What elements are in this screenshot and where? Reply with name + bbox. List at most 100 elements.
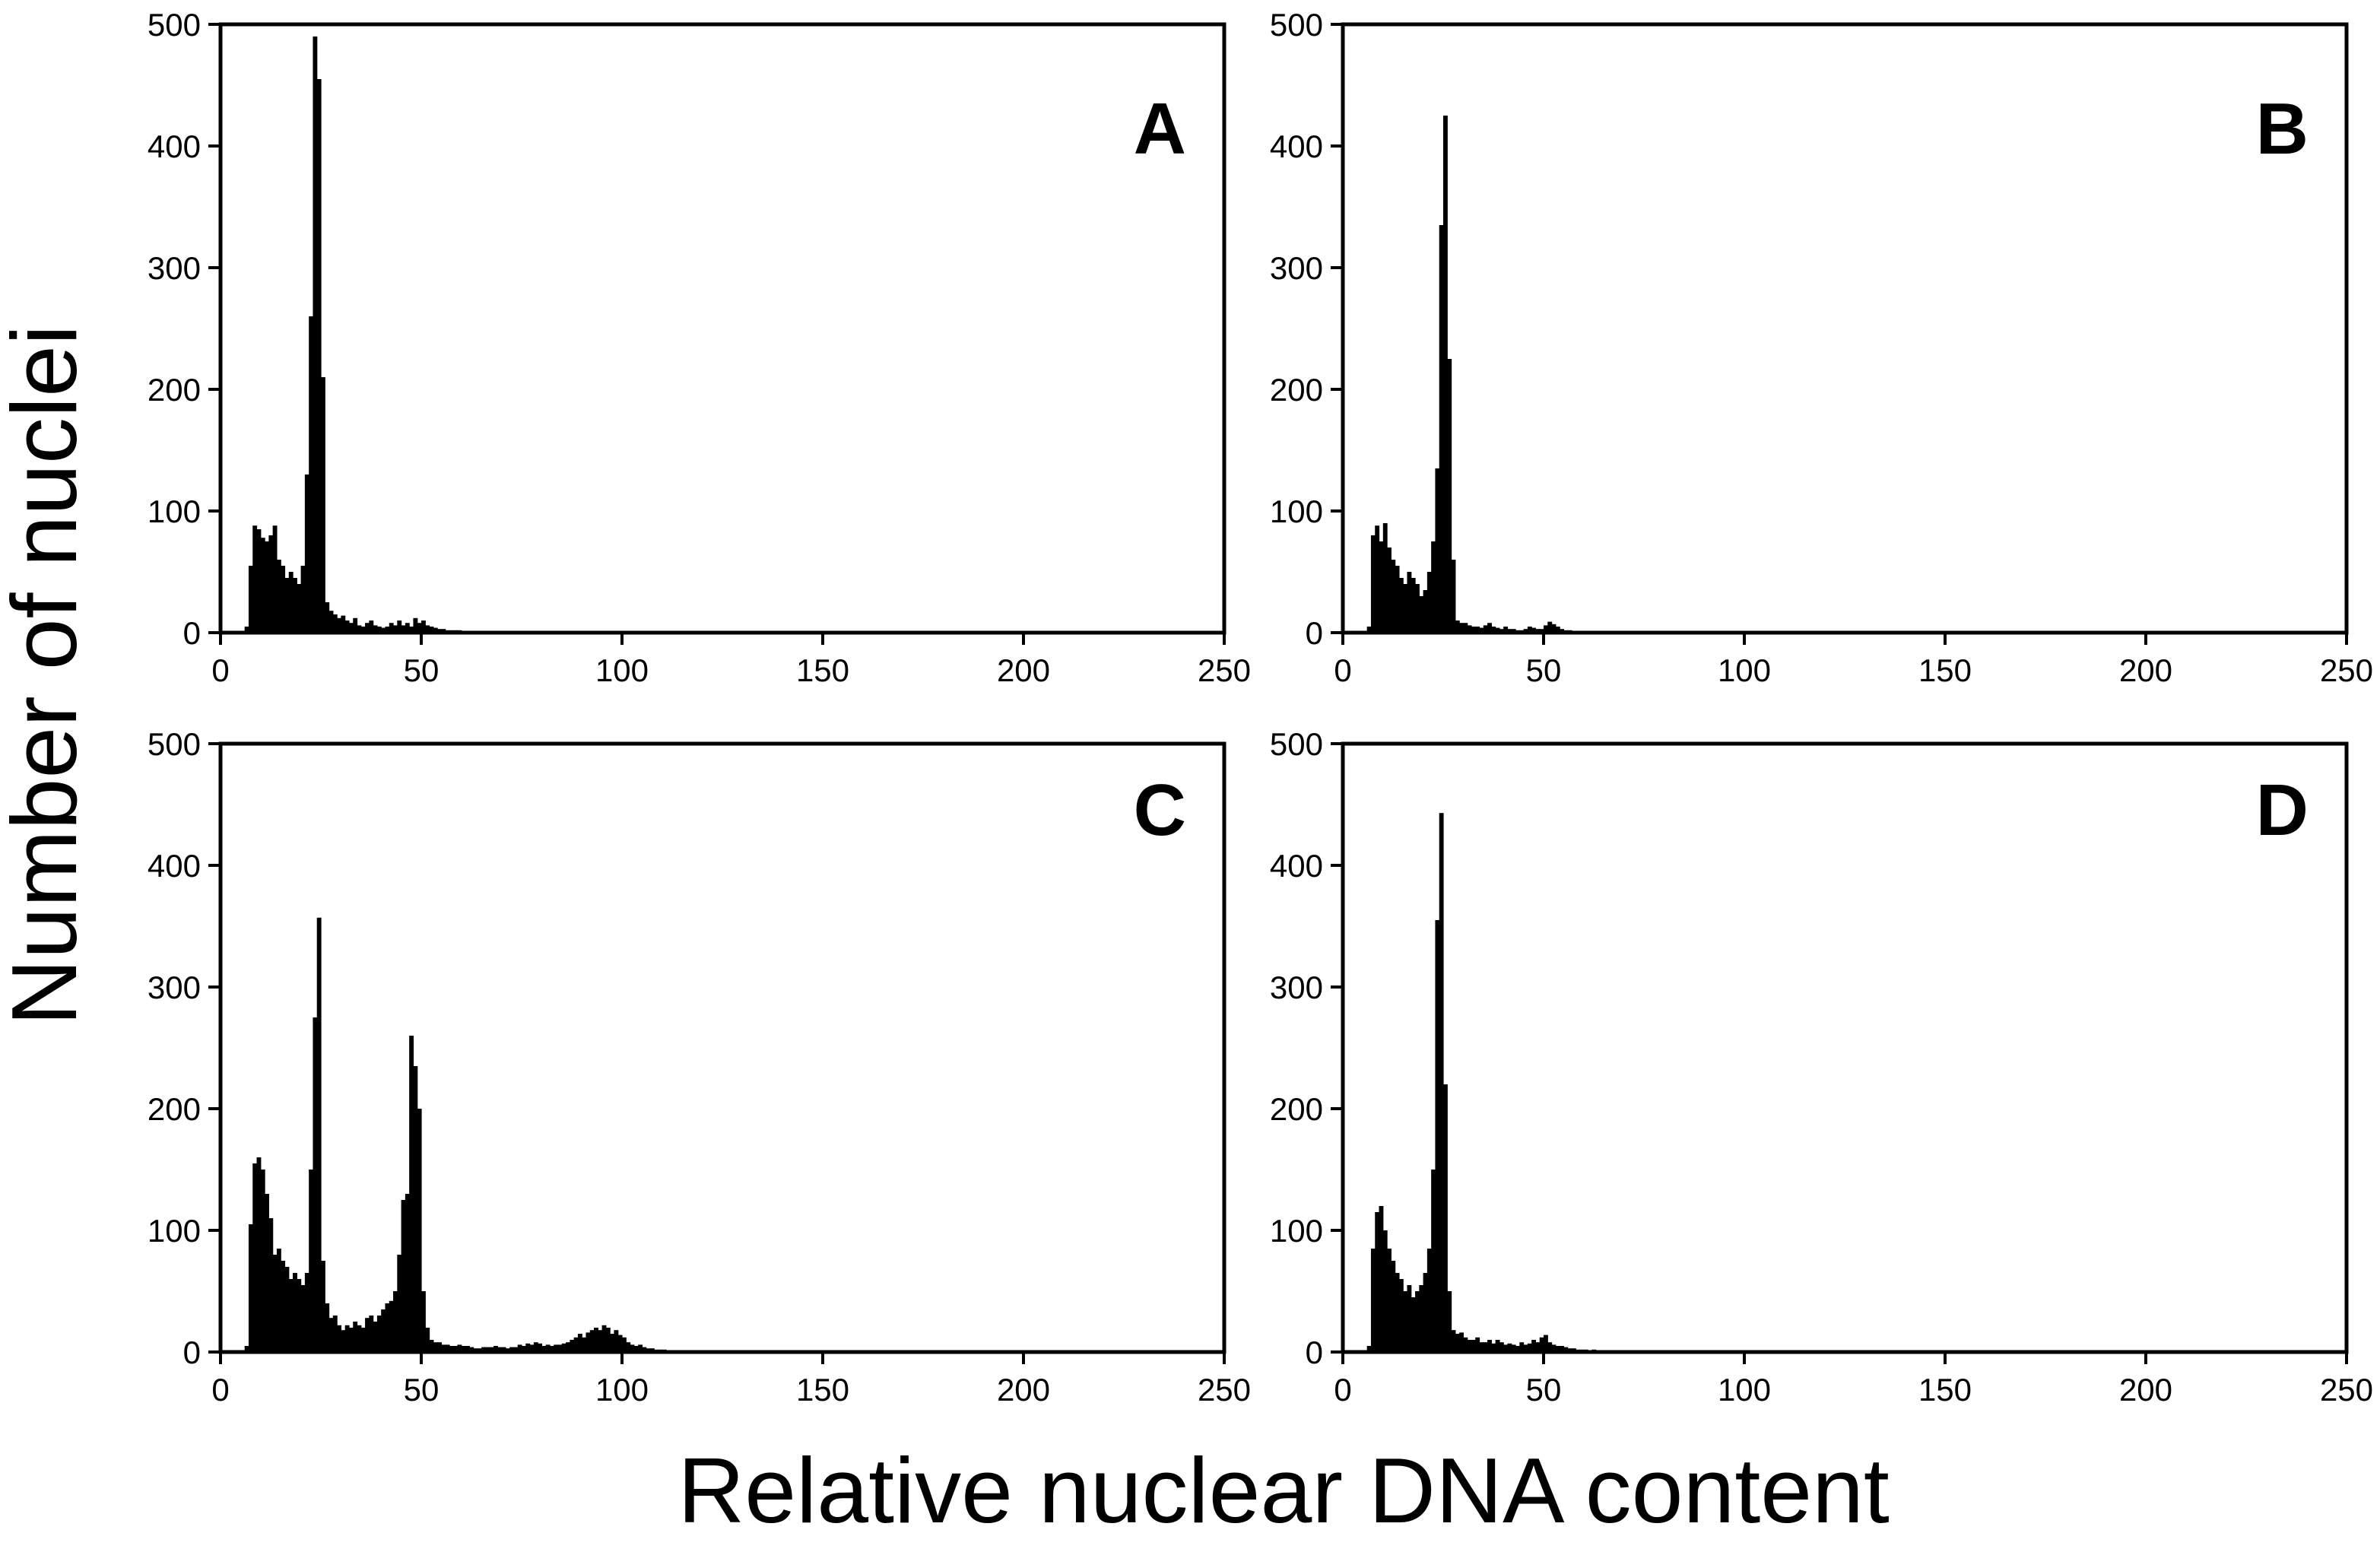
panel-b-bar [1483, 625, 1488, 633]
panel-d-bar [1459, 1332, 1464, 1352]
panel-c-bar [429, 1340, 434, 1352]
panel-a-y-axis: 0 100 200 300 400 500 [148, 7, 221, 651]
panel-c-bar [309, 1170, 314, 1352]
panel-a-bar [401, 625, 406, 633]
panel-c-y-axis: 0 100 200 300 400 500 [148, 726, 221, 1370]
panel-d-bar [1463, 1337, 1468, 1352]
panel-a-bar [373, 625, 378, 633]
panel-c-bar [630, 1344, 635, 1352]
panel-c-bar [369, 1316, 374, 1352]
panel-a-bar [409, 627, 414, 633]
panel-b-bar [1423, 590, 1428, 633]
panel-b-y-tick-label: 100 [1270, 494, 1323, 529]
panel-a-bar [376, 627, 382, 633]
panel-c-bar [522, 1346, 526, 1352]
panel-b-y-tick-label: 0 [1306, 615, 1323, 651]
panel-c-bar [585, 1332, 591, 1352]
panel-b-bar [1459, 623, 1464, 633]
panel-b-bar [1382, 523, 1388, 633]
panel-b-bar [1375, 525, 1380, 633]
panel-d-bar [1555, 1346, 1560, 1352]
panel-d-bar [1499, 1342, 1504, 1352]
panel-c-bar [401, 1200, 406, 1352]
panel-a-bar [281, 566, 286, 633]
panel-b-x-tick-label: 250 [2320, 652, 2373, 688]
panel-b-bar [1403, 584, 1408, 633]
panel-a-y-tick-label: 0 [183, 615, 201, 651]
panel-b-bar [1411, 578, 1416, 633]
panel-a-y-tick-label: 500 [148, 7, 201, 43]
panel-d-x-tick-label: 150 [1918, 1372, 1972, 1408]
panel-c-bar [481, 1347, 487, 1352]
panel-b-bar [1398, 578, 1404, 633]
panel-d: 0 100 200 300 400 500 0 50 100 150 200 250 D [1270, 726, 2373, 1408]
panel-d-bar [1507, 1343, 1512, 1352]
panel-c-bar [417, 1109, 422, 1352]
panel-c-y-tick-label: 200 [148, 1091, 201, 1127]
panel-a-bar [357, 625, 362, 633]
panel-c-bar [489, 1347, 494, 1352]
panel-d-bar [1519, 1342, 1525, 1352]
panel-a-bar [293, 578, 297, 633]
panel-a-y-tick-label: 300 [148, 250, 201, 286]
panel-c-x-axis: 0 50 100 150 200 250 [211, 1352, 1251, 1408]
panel-d-bar [1455, 1334, 1460, 1352]
panel-a-x-tick-label: 250 [1198, 652, 1251, 688]
panel-b-bar [1455, 620, 1460, 633]
panel-a-bar [313, 36, 318, 633]
panel-b-y-tick-label: 400 [1270, 129, 1323, 164]
panel-c-bar [449, 1346, 454, 1352]
panel-d-x-tick-label: 200 [2119, 1372, 2172, 1408]
panel-b-bar [1503, 627, 1509, 633]
panel-c-bar [529, 1344, 535, 1352]
panel-c-bar [252, 1163, 258, 1352]
panel-d-bar [1563, 1347, 1569, 1352]
panel-c-bar [622, 1337, 627, 1352]
panel-a-bar [381, 627, 386, 633]
panel-d-bar [1423, 1273, 1428, 1352]
panel-c-bar [461, 1346, 466, 1352]
panel-d-bar [1395, 1273, 1400, 1352]
panel-a-bar [288, 572, 294, 633]
panel-c-bar [541, 1346, 547, 1352]
panel-c-bar [328, 1318, 334, 1352]
panel-d-bar [1431, 1170, 1436, 1352]
panel-c-bar [316, 917, 322, 1352]
panel-c-y-tick-label: 0 [183, 1335, 201, 1370]
panel-c-bar [513, 1347, 519, 1352]
panel-d-bar [1439, 813, 1444, 1352]
panel-b-bar [1395, 566, 1400, 633]
panel-c-bar [405, 1194, 410, 1352]
panel-c-bar [373, 1322, 378, 1352]
panel-c-bar [549, 1346, 554, 1352]
panel-c-bar [353, 1322, 358, 1352]
panel-a-bar [341, 615, 346, 633]
panel-b-bar [1479, 627, 1484, 633]
panel-a-bar [260, 538, 265, 633]
panel-d-bar [1366, 1346, 1372, 1352]
panel-d-bar [1495, 1340, 1500, 1352]
panel-d-y-tick-label: 300 [1270, 970, 1323, 1005]
panel-c-bar [594, 1328, 598, 1352]
panel-a-bar [252, 525, 258, 633]
panel-b-bar [1544, 625, 1548, 633]
panel-c-bar [626, 1342, 631, 1352]
panel-d-bar [1539, 1337, 1544, 1352]
x-axis-title: Relative nuclear DNA content [678, 1439, 1890, 1542]
panel-b-letter: B [2256, 88, 2309, 170]
panel-d-bar [1523, 1344, 1528, 1352]
panel-c-bar [393, 1291, 398, 1352]
panel-a-x-tick-label: 200 [997, 652, 1050, 688]
panel-d-bar [1527, 1343, 1532, 1352]
panel-d-bar [1511, 1344, 1516, 1352]
panel-d-bar [1382, 1230, 1388, 1352]
panel-c-bar [589, 1330, 595, 1352]
panel-c-bar [601, 1325, 607, 1352]
panel-d-bar [1411, 1297, 1416, 1352]
panel-c-bar [554, 1344, 559, 1352]
panel-c-bar [288, 1279, 294, 1352]
panel-c-bar [313, 1017, 318, 1352]
panel-c-bar [557, 1344, 563, 1352]
panel-c-bar [633, 1346, 639, 1352]
